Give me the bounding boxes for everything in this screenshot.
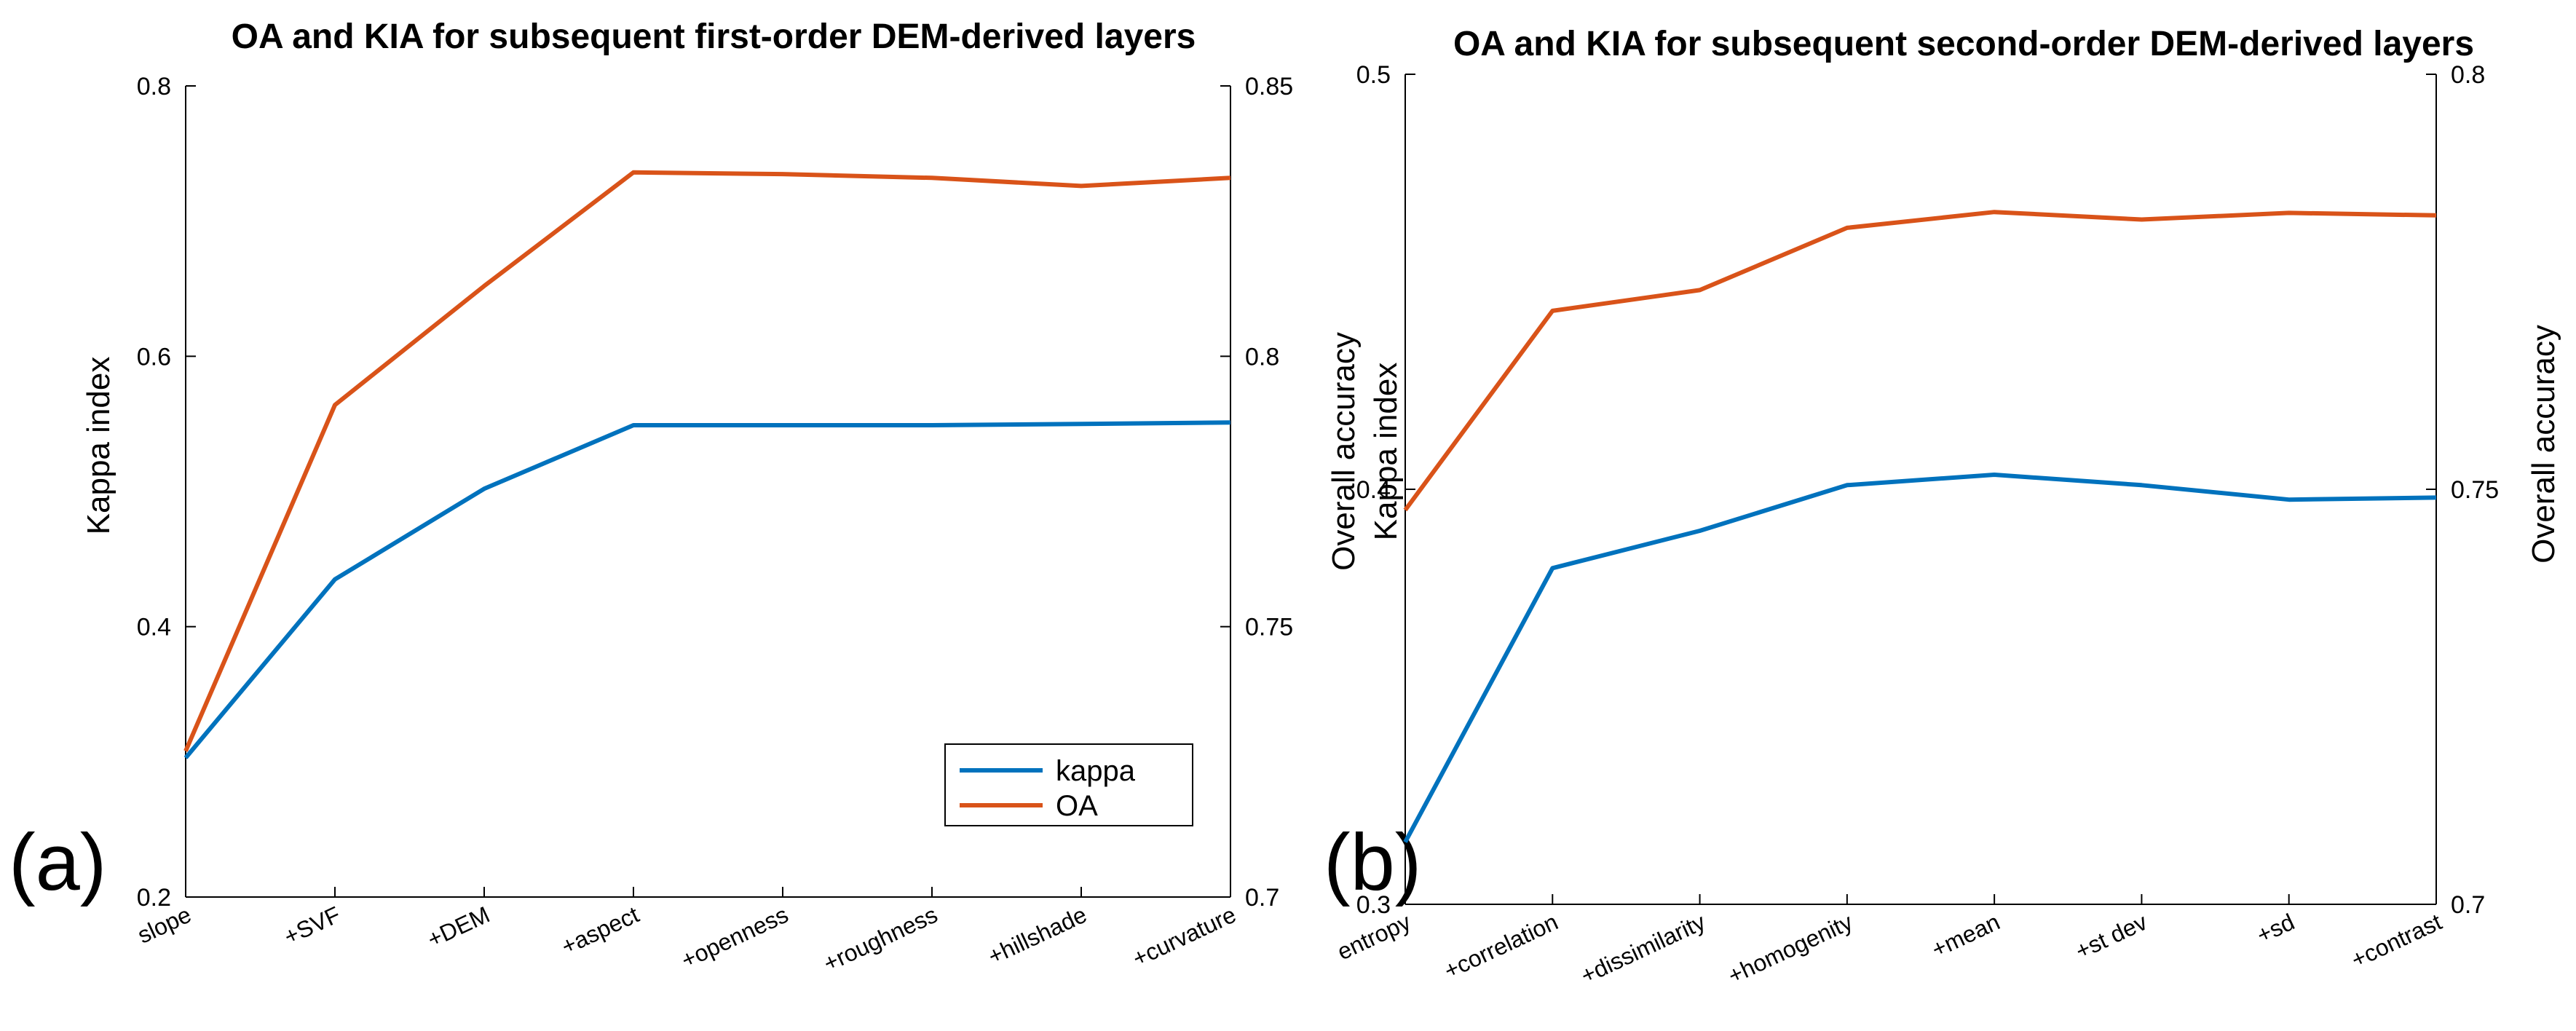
panel-a-label: (a) [9, 818, 106, 907]
legend: kappa OA [944, 743, 1193, 826]
panel-b-kappa-line [1403, 473, 2437, 843]
panel-a-series [183, 170, 1231, 759]
panel-a-left-tick-label: 0.6 [137, 343, 171, 371]
panel-a-right-tick-label: 0.85 [1245, 73, 1293, 100]
panel-a-left-tick-label: 0.8 [137, 73, 171, 100]
panel-b-ylabel-right: Overall accuracy [2526, 325, 2561, 564]
panel-b-left-tick-label: 0.3 [1356, 891, 1391, 919]
legend-oa-label: OA [1056, 790, 1098, 822]
panel-b-left-tick-label: 0.4 [1356, 476, 1391, 504]
panel-a-oa-line [183, 170, 1231, 752]
panel-b-extra-ylabel: Overall accuracy [1326, 332, 1362, 571]
panel-b-ylabel-left: Kappa index [1368, 363, 1404, 541]
panel-a-right-tick-label: 0.8 [1245, 343, 1279, 371]
panel-a-ylabel-left: Kappa index [81, 357, 116, 535]
panel-b-right-tick-label: 0.75 [2451, 476, 2499, 504]
panel-a-right-tick-label: 0.75 [1245, 614, 1293, 641]
panel-a-right-tick-label: 0.7 [1245, 884, 1279, 912]
legend-kappa-label: kappa [1056, 755, 1136, 787]
panel-a-kappa-line [183, 420, 1231, 759]
panel-b-series [1403, 210, 2437, 843]
panel-b-right-tick-label: 0.7 [2451, 891, 2485, 919]
legend-box [944, 743, 1193, 826]
panel-a-left-tick-label: 0.2 [137, 884, 171, 912]
panel-b-title: OA and KIA for subsequent second-order D… [1453, 25, 2474, 63]
panel-b-right-tick-label: 0.8 [2451, 61, 2485, 89]
panel-b-oa-line [1403, 210, 2437, 512]
panel-a-left-tick-label: 0.4 [137, 614, 171, 641]
panel-a-title: OA and KIA for subsequent first-order DE… [232, 17, 1196, 56]
panel-b-left-tick-label: 0.5 [1356, 61, 1391, 89]
